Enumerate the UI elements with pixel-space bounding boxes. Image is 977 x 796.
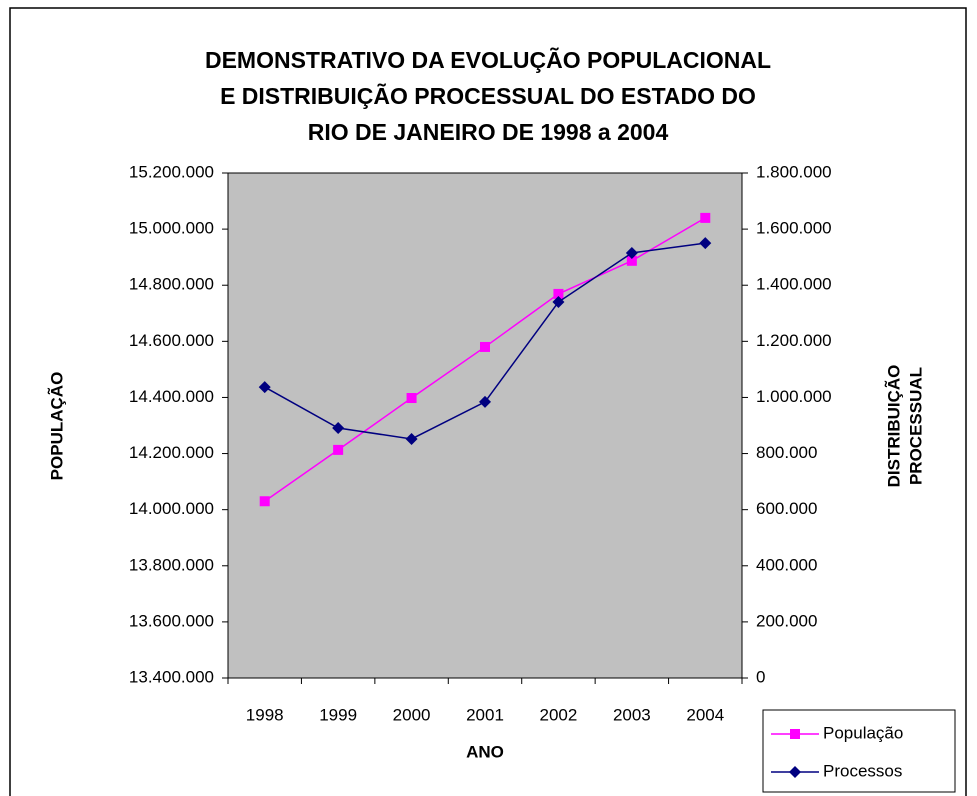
legend-marker xyxy=(790,729,800,739)
y2-axis-label: PROCESSUAL xyxy=(906,367,925,485)
marker xyxy=(258,381,271,394)
x-tick-label: 2001 xyxy=(466,705,504,724)
y-tick-label: 14.000.000 xyxy=(129,499,214,518)
plot-area xyxy=(227,172,743,679)
x-tick-label: 2003 xyxy=(613,705,651,724)
y2-tick-label: 1.000.000 xyxy=(756,387,832,406)
legend-label: População xyxy=(823,723,903,742)
y2-axis-label: DISTRIBUIÇÃO xyxy=(883,365,903,488)
y-tick-label: 15.200.000 xyxy=(129,162,214,181)
y2-tick-label: 1.600.000 xyxy=(756,219,832,238)
chart-title: E DISTRIBUIÇÃO PROCESSUAL DO ESTADO DO xyxy=(220,82,756,109)
y-tick-label: 14.600.000 xyxy=(129,331,214,350)
legend xyxy=(762,709,956,793)
y2-tick-label: 1.400.000 xyxy=(756,275,832,294)
x-tick-label: 2004 xyxy=(686,705,724,724)
y-tick-label: 14.200.000 xyxy=(129,443,214,462)
y2-tick-label: 800.000 xyxy=(756,443,817,462)
chart-title: RIO DE JANEIRO DE 1998 a 2004 xyxy=(308,119,669,145)
legend-label: Processos xyxy=(823,761,902,780)
marker xyxy=(699,237,712,250)
x-axis-label: ANO xyxy=(466,742,504,761)
marker xyxy=(479,395,491,408)
marker xyxy=(332,422,345,435)
y-tick-label: 13.800.000 xyxy=(129,555,214,574)
y-tick-label: 13.600.000 xyxy=(129,611,214,630)
y2-tick-label: 0 xyxy=(756,667,765,686)
y2-tick-label: 1.200.000 xyxy=(756,331,832,350)
marker xyxy=(333,444,344,455)
y-tick-label: 14.400.000 xyxy=(129,387,214,406)
marker xyxy=(700,212,711,223)
y2-tick-label: 200.000 xyxy=(756,611,817,630)
marker xyxy=(406,393,417,404)
y-tick-label: 13.400.000 xyxy=(129,667,214,686)
y-tick-label: 14.800.000 xyxy=(129,275,214,294)
marker xyxy=(553,288,564,299)
x-tick-label: 2002 xyxy=(540,705,578,724)
marker xyxy=(480,341,490,352)
marker xyxy=(626,255,637,266)
y2-tick-label: 600.000 xyxy=(756,499,817,518)
x-tick-label: 2000 xyxy=(393,705,431,724)
marker xyxy=(405,432,418,445)
chart-title: DEMONSTRATIVO DA EVOLUÇÃO POPULACIONAL xyxy=(205,46,771,73)
x-tick-label: 1999 xyxy=(319,705,357,724)
marker xyxy=(625,246,638,259)
y2-tick-label: 400.000 xyxy=(756,555,817,574)
y-tick-label: 15.000.000 xyxy=(129,219,214,238)
marker xyxy=(259,496,270,507)
legend-marker xyxy=(789,766,801,778)
x-tick-label: 1998 xyxy=(246,705,284,724)
marker xyxy=(552,296,565,309)
y-axis-label: POPULAÇÃO xyxy=(46,372,66,481)
y2-tick-label: 1.800.000 xyxy=(756,162,832,181)
